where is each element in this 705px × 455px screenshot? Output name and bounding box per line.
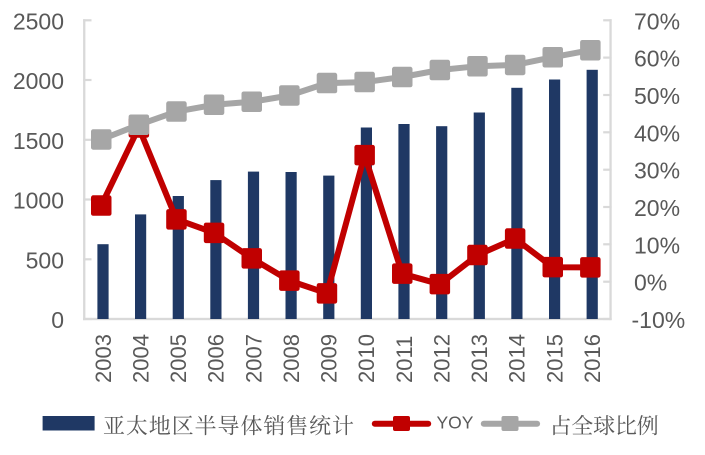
svg-text:1000: 1000 <box>13 188 64 214</box>
svg-text:500: 500 <box>26 247 64 273</box>
svg-text:2006: 2006 <box>204 334 229 383</box>
svg-text:2003: 2003 <box>91 334 116 383</box>
svg-text:10%: 10% <box>634 232 680 258</box>
svg-text:-10%: -10% <box>632 307 686 333</box>
svg-text:0%: 0% <box>634 270 667 296</box>
svg-text:40%: 40% <box>634 120 680 146</box>
svg-text:2013: 2013 <box>467 334 492 383</box>
svg-text:20%: 20% <box>634 195 680 221</box>
svg-text:0: 0 <box>51 307 64 333</box>
svg-text:2007: 2007 <box>241 334 266 383</box>
svg-text:2000: 2000 <box>13 68 64 94</box>
svg-text:YOY: YOY <box>437 413 474 433</box>
svg-text:50%: 50% <box>634 83 680 109</box>
svg-text:2014: 2014 <box>505 334 530 383</box>
svg-text:70%: 70% <box>634 8 680 34</box>
svg-text:2011: 2011 <box>392 336 417 383</box>
svg-text:2004: 2004 <box>128 334 153 383</box>
svg-text:2008: 2008 <box>279 334 304 383</box>
svg-text:2015: 2015 <box>542 334 567 383</box>
svg-text:2010: 2010 <box>354 334 379 383</box>
svg-text:2500: 2500 <box>13 8 64 34</box>
svg-text:1500: 1500 <box>13 128 64 154</box>
svg-text:30%: 30% <box>634 158 680 184</box>
svg-text:2012: 2012 <box>430 334 455 383</box>
svg-text:60%: 60% <box>634 46 680 72</box>
svg-text:2009: 2009 <box>317 334 342 383</box>
svg-text:2016: 2016 <box>580 334 605 383</box>
svg-text:2005: 2005 <box>166 334 191 383</box>
